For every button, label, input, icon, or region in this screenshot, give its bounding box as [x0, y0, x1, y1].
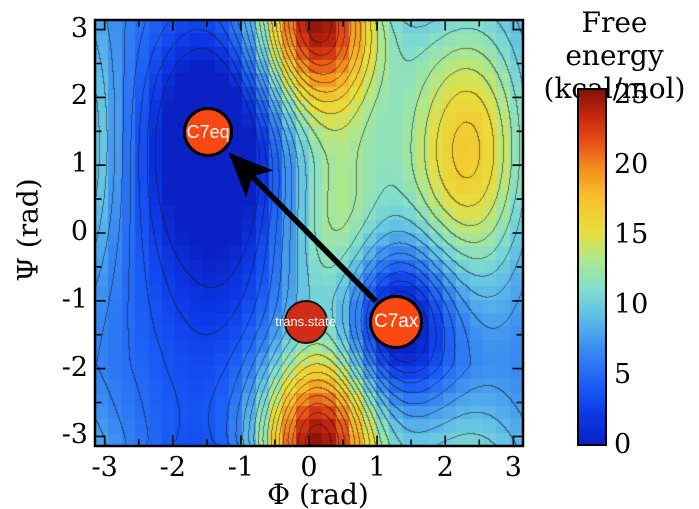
colorbar-gradient	[577, 88, 607, 446]
y-axis-label: Ψ (rad)	[11, 178, 45, 282]
marker-trans-state-label: trans.	[275, 313, 308, 329]
colorbar-tick-label: 15	[614, 219, 649, 250]
colorbar-tick-label: 5	[614, 359, 632, 390]
y-tick-label: 1	[70, 148, 88, 180]
marker-trans-state-label: state	[307, 313, 336, 329]
marker-trans-state: trans. state	[275, 299, 336, 344]
colorbar-tick-label: 25	[614, 79, 649, 110]
marker-c7eq-label: C7eq	[186, 121, 230, 142]
colorbar-tick-label: 20	[614, 149, 649, 180]
y-tick-label: 2	[70, 80, 88, 112]
colorbar-title-line2: (kcal/mol)	[543, 72, 686, 106]
y-tick-label: -2	[61, 351, 88, 383]
y-tick-label: -3	[61, 419, 88, 451]
x-tick-label: -1	[227, 452, 255, 483]
colorbar-tick-label: 0	[614, 429, 632, 460]
marker-c7ax: C7ax	[369, 294, 424, 349]
y-tick-label: -1	[61, 283, 88, 315]
x-tick-label: 0	[300, 452, 318, 483]
x-tick-label: -3	[91, 452, 118, 483]
marker-c7ax-label: C7ax	[374, 310, 419, 332]
x-tick-label: 2	[436, 452, 454, 483]
arrow-shaft	[245, 169, 378, 304]
colorbar-title-line1: Free energy	[565, 6, 664, 73]
x-tick-label: -2	[159, 452, 186, 483]
marker-c7eq: C7eq	[183, 106, 234, 157]
plot-frame	[93, 18, 525, 448]
axis-ticks	[96, 21, 522, 445]
x-tick-label: 3	[504, 452, 522, 483]
y-tick-label: 0	[70, 216, 88, 247]
arrow-head	[228, 152, 274, 198]
x-axis-label: Φ (rad)	[267, 478, 369, 509]
colorbar-title: Free energy (kcal/mol)	[532, 6, 697, 105]
colorbar-tick-label: 10	[614, 289, 649, 320]
x-tick-label: 1	[368, 452, 386, 483]
y-tick-label: 3	[70, 12, 88, 44]
